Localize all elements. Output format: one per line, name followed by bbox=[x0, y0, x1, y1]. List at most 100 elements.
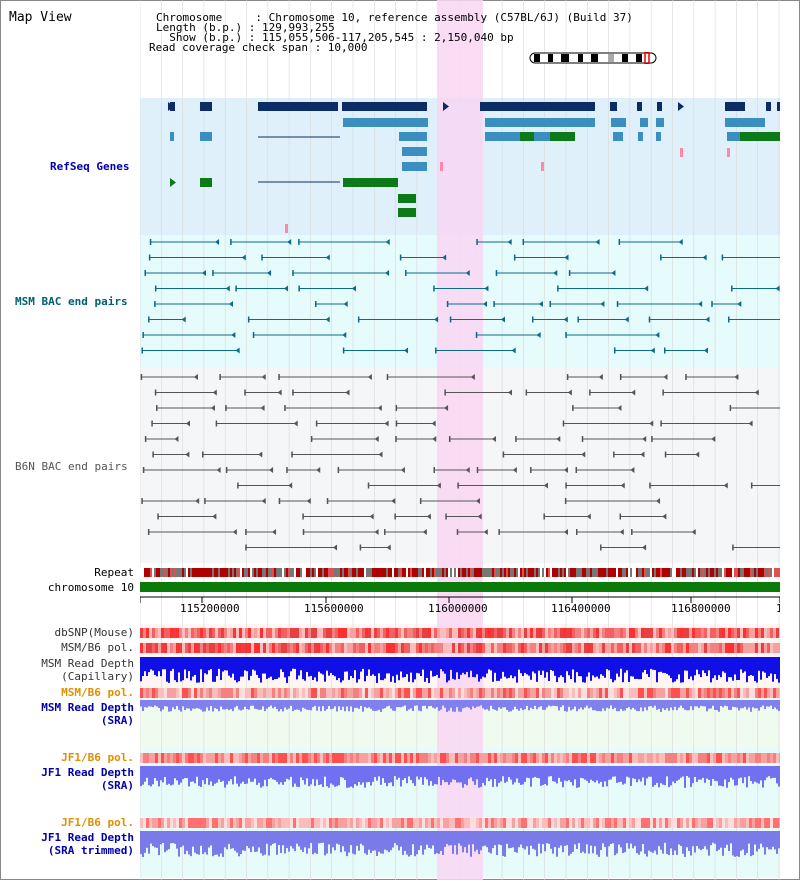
gene-block[interactable] bbox=[398, 208, 416, 217]
heatmap-cell bbox=[764, 688, 767, 698]
highlight-region[interactable] bbox=[437, 0, 483, 880]
depth-bar bbox=[358, 831, 360, 851]
chromosome-ideogram[interactable] bbox=[528, 52, 660, 64]
gene-block[interactable] bbox=[657, 102, 662, 111]
repeat-mark bbox=[268, 568, 270, 577]
heatmap-cell bbox=[710, 753, 713, 763]
gene-block[interactable] bbox=[640, 118, 648, 127]
gene-block[interactable] bbox=[398, 194, 416, 203]
gene-arrow[interactable] bbox=[170, 178, 176, 187]
heatmap-cell bbox=[227, 818, 230, 828]
heatmap-cell bbox=[527, 688, 530, 698]
gene-block[interactable] bbox=[613, 132, 623, 141]
label-refseq-genes[interactable]: RefSeq Genes bbox=[50, 160, 130, 173]
label-msm-b6-pol[interactable]: MSM/B6 pol. bbox=[61, 641, 134, 654]
depth-bar bbox=[410, 831, 412, 855]
gene-block[interactable] bbox=[480, 102, 595, 111]
repeat-mark bbox=[362, 568, 364, 577]
gene-block[interactable] bbox=[485, 132, 525, 141]
gene-block[interactable] bbox=[680, 148, 683, 157]
gene-block[interactable] bbox=[343, 178, 398, 187]
gene-block[interactable] bbox=[727, 148, 730, 157]
depth-bar bbox=[542, 657, 544, 671]
gene-block[interactable] bbox=[520, 132, 555, 141]
label-jf1-depth-1[interactable]: JF1 Read Depth bbox=[41, 766, 134, 779]
heatmap-cell bbox=[674, 818, 677, 828]
gene-block[interactable] bbox=[402, 147, 427, 156]
depth-bar bbox=[402, 700, 404, 707]
gene-block[interactable] bbox=[520, 132, 534, 141]
gene-block[interactable] bbox=[725, 102, 745, 111]
heatmap-cell bbox=[722, 818, 725, 828]
gene-block[interactable] bbox=[440, 162, 443, 171]
label-jf1-depth-trim-1[interactable]: JF1 Read Depth bbox=[41, 831, 134, 844]
heatmap-cell bbox=[485, 818, 488, 828]
bac-end-arrow bbox=[642, 436, 647, 442]
repeat-mark bbox=[412, 568, 414, 577]
depth-bar bbox=[754, 700, 756, 709]
label-msm-depth-cap-1[interactable]: MSM Read Depth bbox=[41, 657, 134, 670]
gene-block[interactable] bbox=[777, 102, 780, 111]
gene-block[interactable] bbox=[200, 178, 212, 187]
gene-block[interactable] bbox=[342, 102, 427, 111]
label-dbsnp[interactable]: dbSNP(Mouse) bbox=[54, 626, 134, 639]
label-msm-b6-pol-sra[interactable]: MSM/B6 pol. bbox=[61, 686, 134, 699]
gene-arrow[interactable] bbox=[728, 102, 734, 111]
depth-bar bbox=[274, 831, 276, 844]
gene-arrow[interactable] bbox=[678, 102, 684, 111]
heatmap-cell bbox=[221, 753, 224, 763]
depth-bar bbox=[474, 766, 476, 785]
heatmap-cell bbox=[596, 818, 599, 828]
label-msm-depth-sra-1[interactable]: MSM Read Depth bbox=[41, 701, 134, 714]
gene-arrow[interactable] bbox=[168, 102, 174, 111]
gene-block[interactable] bbox=[485, 118, 595, 127]
gene-block[interactable] bbox=[402, 162, 427, 171]
gene-block[interactable] bbox=[656, 132, 661, 141]
heatmap-cell bbox=[176, 688, 179, 698]
genome-track-area[interactable]: 115200000 115600000 116000000 116400000 1168… bbox=[140, 0, 780, 880]
depth-bar bbox=[364, 700, 366, 707]
heatmap-cell bbox=[257, 753, 260, 763]
depth-bar bbox=[560, 766, 562, 782]
gene-block[interactable] bbox=[611, 118, 626, 127]
depth-bar bbox=[328, 700, 330, 706]
gene-block[interactable] bbox=[258, 102, 338, 111]
gene-block[interactable] bbox=[637, 102, 642, 111]
label-jf1-b6-pol-2[interactable]: JF1/B6 pol. bbox=[61, 816, 134, 829]
depth-bar bbox=[300, 766, 302, 778]
depth-bar bbox=[200, 700, 202, 710]
heatmap-cell bbox=[737, 818, 740, 828]
label-jf1-b6-pol[interactable]: JF1/B6 pol. bbox=[61, 751, 134, 764]
gene-block[interactable] bbox=[343, 118, 428, 127]
heatmap-cell bbox=[680, 818, 683, 828]
gene-block[interactable] bbox=[766, 102, 771, 111]
gene-block[interactable] bbox=[285, 224, 288, 233]
repeat-mark bbox=[370, 568, 372, 577]
heatmap-cell bbox=[581, 688, 584, 698]
heatmap-cell bbox=[416, 643, 419, 653]
gene-block[interactable] bbox=[170, 132, 174, 141]
heatmap-cell bbox=[587, 818, 590, 828]
repeat-mark bbox=[658, 568, 660, 577]
gene-block[interactable] bbox=[725, 118, 765, 127]
heatmap-cell bbox=[563, 643, 566, 653]
gene-block[interactable] bbox=[610, 102, 617, 111]
gene-block[interactable] bbox=[638, 132, 643, 141]
gene-block[interactable] bbox=[656, 118, 664, 127]
heatmap-cell bbox=[386, 643, 389, 653]
gene-block[interactable] bbox=[541, 162, 544, 171]
heatmap-tracks bbox=[140, 628, 780, 828]
gene-block[interactable] bbox=[740, 132, 780, 141]
depth-bar bbox=[240, 700, 242, 711]
depth-bar bbox=[374, 831, 376, 851]
gene-block[interactable] bbox=[550, 132, 575, 141]
label-b6n-bac[interactable]: B6N BAC end pairs bbox=[15, 460, 128, 473]
gene-block[interactable] bbox=[200, 102, 212, 111]
gene-block[interactable] bbox=[399, 132, 427, 141]
gene-block[interactable] bbox=[200, 132, 212, 141]
heatmap-cell bbox=[341, 643, 344, 653]
heatmap-cell bbox=[440, 753, 443, 763]
label-msm-bac[interactable]: MSM BAC end pairs bbox=[15, 295, 128, 308]
bac-end bbox=[631, 529, 633, 535]
gene-arrow[interactable] bbox=[443, 102, 449, 111]
